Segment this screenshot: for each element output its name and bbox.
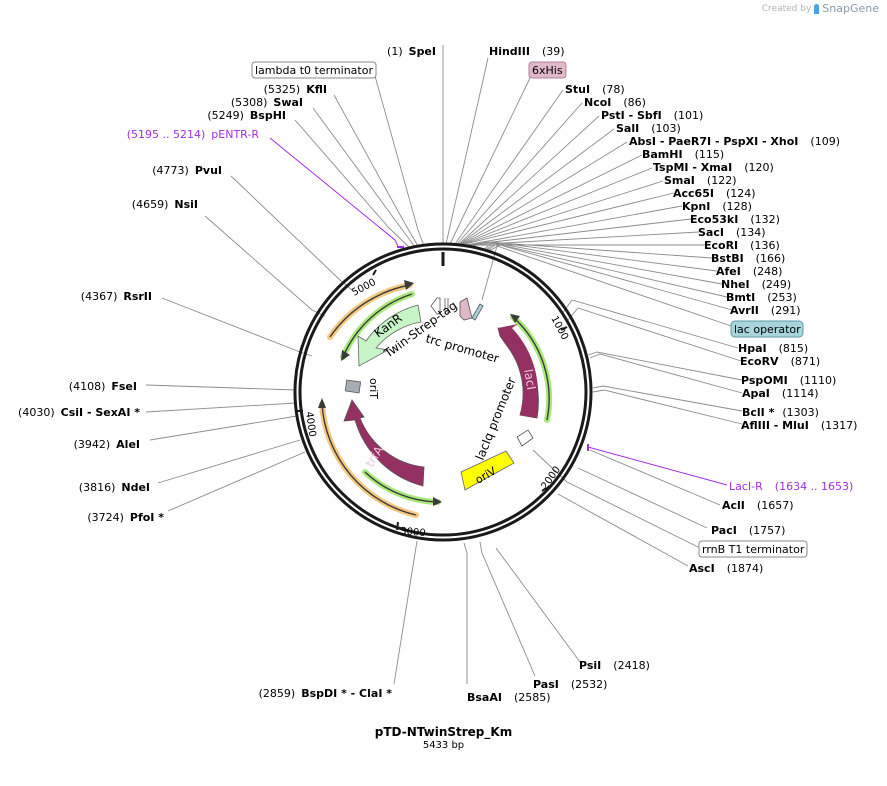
leader-lines [145, 45, 743, 685]
boxed-label-6xhis[interactable]: 6xHis [528, 61, 567, 79]
plasmid-name: pTD-NTwinStrep_Km [374, 725, 513, 739]
site-label[interactable]: PsiI (2418) [579, 659, 650, 672]
credit-brand: SnapGene [822, 2, 879, 15]
site-label[interactable]: PstI - SbfI (101) [601, 109, 703, 122]
site-label[interactable]: ApaI (1114) [742, 387, 818, 400]
site-label[interactable]: (4030) CsiI - SexAI * [18, 406, 140, 419]
feature-laciq-promoter-arrow[interactable] [516, 429, 534, 447]
orf-orange-arcs [318, 280, 419, 518]
site-label[interactable]: (2859) BspDI * - ClaI * [259, 687, 393, 700]
laciq-promoter-label: lacIq promoter [473, 375, 519, 462]
orit-label: oriT [367, 378, 380, 399]
site-label[interactable]: SalI (103) [616, 122, 681, 135]
feature-6xhis-glyph[interactable] [459, 297, 473, 321]
feature-trfa[interactable]: trfA [343, 399, 425, 487]
site-label[interactable]: HindIII (39) [489, 45, 565, 58]
feature-laci[interactable]: lacI [497, 324, 539, 419]
lac-operator-label: lac operator [734, 323, 801, 336]
6xhis-label: 6xHis [532, 64, 563, 77]
orf-green-arcs [340, 291, 553, 506]
site-label[interactable]: (4108) FseI [69, 380, 137, 393]
site-label[interactable]: AfeI (248) [716, 265, 782, 278]
site-label[interactable]: StuI (78) [565, 83, 625, 96]
credit-prefix: Created by [761, 3, 812, 14]
site-label[interactable]: SacI (134) [698, 226, 766, 239]
site-label[interactable]: AclI (1657) [722, 499, 793, 512]
site-label[interactable]: (5325) KflI [264, 83, 327, 96]
trc-promoter-label: trc promoter [424, 331, 500, 365]
plasmid-backbone [293, 242, 593, 542]
tick-label-2000: 2000 [539, 465, 563, 492]
left-site-labels: (1) SpeI (5325) KflI (5308) SwaI (5249) BspH… [18, 45, 436, 700]
site-label[interactable]: (4659) NsiI [132, 198, 198, 211]
feature-trc-promoter-arrow[interactable] [430, 297, 449, 315]
site-label[interactable]: (3816) NdeI [79, 481, 150, 494]
site-label[interactable]: AflIII - MluI (1317) [741, 419, 857, 432]
site-label[interactable]: BstBI (166) [711, 252, 785, 265]
site-label[interactable]: HpaI (815) [738, 342, 808, 355]
site-label[interactable]: SmaI (122) [664, 174, 737, 187]
site-label[interactable]: (3724) PfoI * [87, 511, 164, 524]
site-label[interactable]: (3942) AleI [74, 438, 140, 451]
site-label[interactable]: BsaAI (2585) [467, 691, 551, 704]
site-label[interactable]: BclI * (1303) [742, 406, 819, 419]
site-label[interactable]: BmtI (253) [726, 291, 797, 304]
site-label[interactable]: Acc65I (124) [673, 187, 756, 200]
boxed-label-lac-operator[interactable]: lac operator [730, 320, 804, 338]
site-label[interactable]: (5308) SwaI [231, 96, 303, 109]
site-label[interactable]: (1) SpeI [387, 45, 436, 58]
laci-label: lacI [521, 368, 538, 391]
site-label[interactable]: KpnI (128) [682, 200, 752, 213]
site-label[interactable]: NheI (249) [721, 278, 791, 291]
site-label[interactable]: AbsI - PaeR7I - PspXI - XhoI (109) [629, 135, 840, 148]
site-label[interactable]: EcoRI (136) [704, 239, 780, 252]
lambda-t0-terminator-label: lambda t0 terminator [255, 64, 373, 77]
tick-label-3000: 3000 [400, 526, 426, 539]
boxed-label-lambda[interactable]: lambda t0 terminator [251, 61, 377, 79]
primer-label-pentr-r[interactable]: (5195 .. 5214) pENTR-R [127, 128, 260, 141]
primer-labels: (5195 .. 5214) pENTR-R LacI-R (1634 .. 165… [127, 128, 854, 493]
plasmid-length: 5433 bp [422, 740, 465, 751]
primer-leaders [269, 137, 728, 486]
site-label[interactable]: PasI (2532) [533, 678, 607, 691]
site-label[interactable]: AvrII (291) [730, 304, 801, 317]
site-label[interactable]: (4367) RsrII [81, 290, 152, 303]
site-label[interactable]: BamHI (115) [642, 148, 724, 161]
site-label[interactable]: EcoRV (871) [740, 355, 820, 368]
feature-orit[interactable]: oriT [344, 378, 380, 399]
site-label[interactable]: (4773) PvuI [152, 164, 222, 177]
primer-label-laci-r[interactable]: LacI-R (1634 .. 1653) [729, 480, 853, 493]
site-label[interactable]: AscI (1874) [689, 562, 763, 575]
snapgene-credit: Created by SnapGene [762, 2, 879, 15]
site-label[interactable]: NcoI (86) [584, 96, 646, 109]
feature-twin-strep-glyph[interactable] [471, 303, 484, 321]
site-label[interactable]: Eco53kI (132) [690, 213, 780, 226]
site-label[interactable]: PspOMI (1110) [741, 374, 836, 387]
rrnb-t1-terminator-label: rrnB T1 terminator [702, 543, 805, 556]
snapgene-logo-icon [814, 3, 820, 14]
plasmid-title-block: pTD-NTwinStrep_Km 5433 bp [0, 725, 887, 751]
boxed-label-rrnb[interactable]: rrnB T1 terminator [698, 540, 808, 558]
right-site-labels: HindIII (39) StuI (78) NcoI (86) PstI - Sbf… [467, 45, 857, 704]
site-label[interactable]: (5249) BspHI [207, 109, 286, 122]
site-label[interactable]: PacI (1757) [711, 524, 785, 537]
tick-label-4000: 4000 [303, 411, 317, 438]
scale-ticks [296, 269, 568, 531]
site-label[interactable]: TspMI - XmaI (120) [653, 161, 774, 174]
